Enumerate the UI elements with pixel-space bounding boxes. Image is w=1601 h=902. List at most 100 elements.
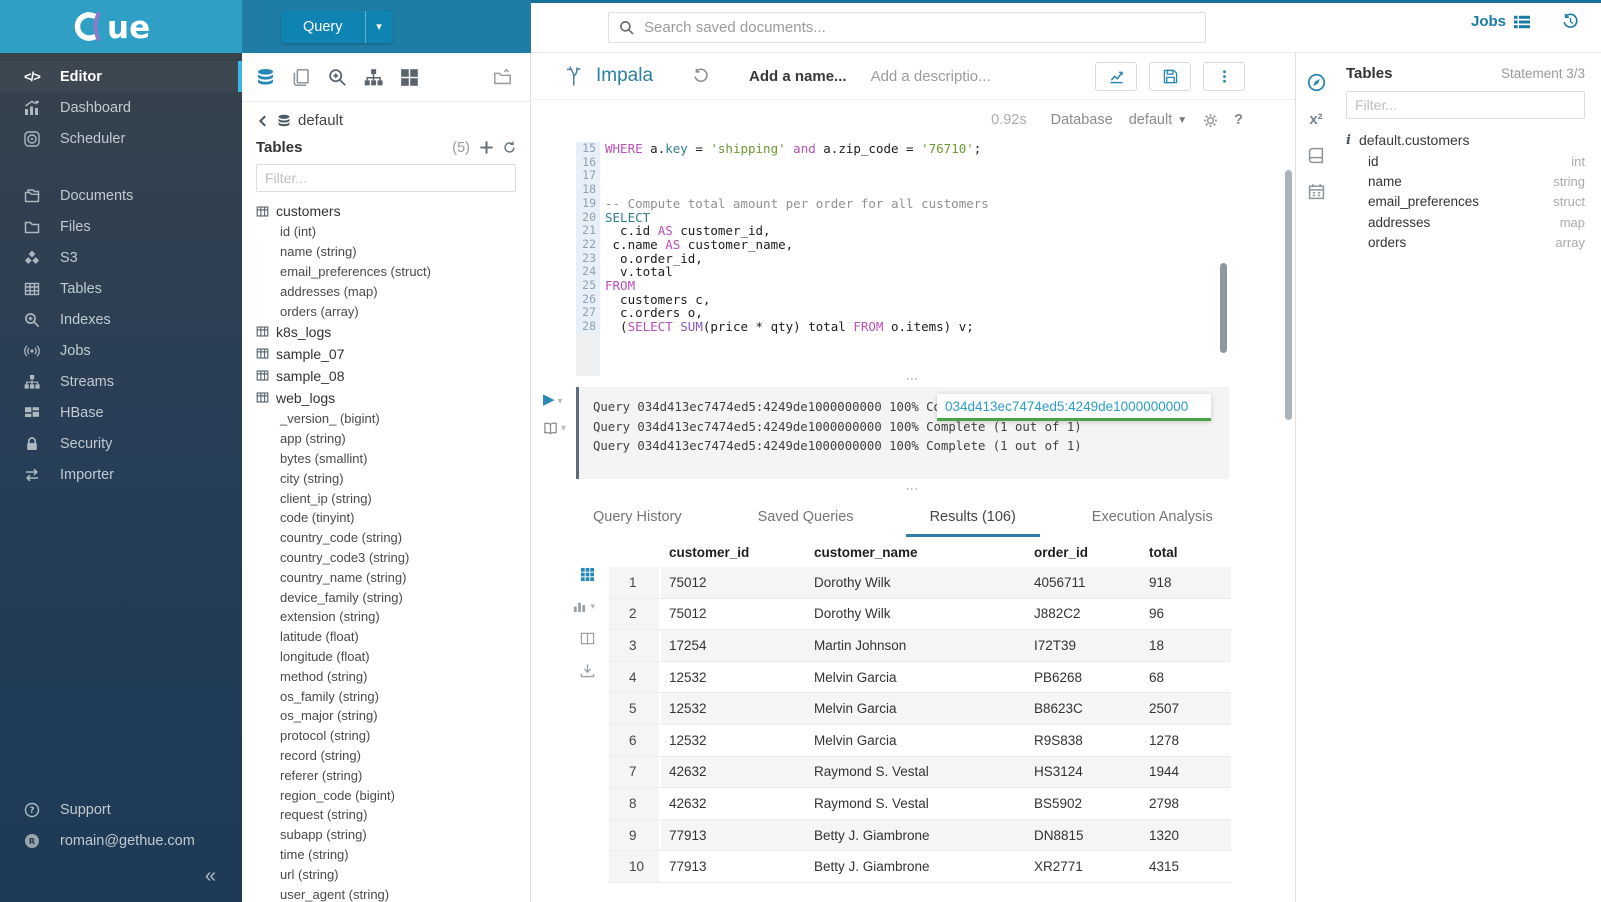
save-button[interactable] (1149, 61, 1191, 91)
assist-column[interactable]: country_name (string) (280, 569, 407, 585)
query-description-field[interactable]: Add a descriptio... (870, 67, 991, 85)
documents-source-icon[interactable] (292, 68, 311, 87)
panel-scrollbar[interactable] (1285, 170, 1292, 420)
assist-column[interactable]: name (string) (280, 244, 357, 260)
tab-query-history[interactable]: Query History (593, 509, 682, 525)
assist-column[interactable]: region_code (bigint) (280, 787, 395, 803)
field-orders[interactable]: orders array (1346, 232, 1585, 252)
assist-column[interactable]: bytes (smallint) (280, 450, 368, 466)
assist-column[interactable]: os_family (string) (280, 688, 379, 704)
database-selector[interactable]: default ▼ (1129, 112, 1187, 128)
hue-logo[interactable]: ue (0, 0, 242, 53)
databases-source-icon[interactable] (256, 68, 275, 87)
assist-column[interactable]: protocol (string) (280, 728, 371, 744)
assist-column[interactable]: os_major (string) (280, 708, 378, 724)
field-name[interactable]: name string (1346, 171, 1585, 191)
tab-execution-analysis[interactable]: Execution Analysis (1091, 509, 1213, 525)
assist-column[interactable]: method (string) (280, 668, 368, 684)
assist-column[interactable]: referer (string) (280, 767, 363, 783)
assist-table-customers[interactable]: customers (256, 200, 516, 222)
assist-column[interactable]: record (string) (280, 747, 361, 763)
sidebar-item-dashboard[interactable]: Dashboard (0, 92, 242, 123)
field-addresses[interactable]: addresses map (1346, 212, 1585, 232)
tab-saved-queries[interactable]: Saved Queries (757, 509, 854, 525)
column-header[interactable]: customer_name (814, 544, 918, 560)
refresh-icon[interactable] (503, 141, 516, 154)
back-chevron-icon[interactable] (256, 114, 270, 128)
assist-column[interactable]: email_preferences (struct) (280, 263, 431, 279)
query-id-tooltip[interactable]: 034d413ec7474ed5:4249de1000000000 (937, 394, 1211, 421)
assist-table-sample_08[interactable]: sample_08 (256, 365, 516, 387)
column-header[interactable]: customer_id (669, 544, 750, 560)
query-dropdown-caret[interactable]: ▾ (364, 10, 393, 43)
active-table-row[interactable]: i default.customers (1346, 129, 1585, 151)
query-name-field[interactable]: Add a name... (749, 67, 847, 85)
sidebar-item-indexes[interactable]: Indexes (0, 304, 242, 335)
assist-column[interactable]: user_agent (string) (280, 886, 390, 902)
assist-column[interactable]: subapp (string) (280, 827, 367, 843)
assist-table-sample_07[interactable]: sample_07 (256, 343, 516, 365)
assist-column[interactable]: extension (string) (280, 609, 380, 625)
assist-column[interactable]: country_code (string) (280, 530, 403, 546)
sidebar-item-editor[interactable]: </> Editor (0, 61, 242, 92)
sidebar-item-tables[interactable]: Tables (0, 273, 242, 304)
global-search[interactable] (608, 12, 1206, 43)
query-history-icon[interactable] (693, 68, 709, 84)
engine-name[interactable]: Impala (596, 65, 654, 86)
sidebar-item-hbase[interactable]: HBase (0, 397, 242, 428)
sidebar-item-files[interactable]: Files (0, 211, 242, 242)
sidebar-collapse-button[interactable]: « (204, 864, 216, 887)
execute-play-button[interactable]: ▶ (543, 391, 555, 408)
assist-column[interactable]: url (string) (280, 866, 339, 882)
download-results-icon[interactable] (580, 663, 595, 678)
field-email_preferences[interactable]: email_preferences struct (1346, 192, 1585, 212)
sidebar-item-s3[interactable]: S3 (0, 242, 242, 273)
database-name[interactable]: default (298, 112, 344, 129)
assist-column[interactable]: latitude (float) (280, 629, 359, 645)
assist-column[interactable]: city (string) (280, 470, 344, 486)
assist-column[interactable]: request (string) (280, 807, 368, 823)
logs-results-splitter[interactable]: ⋯ (905, 481, 921, 496)
chart-view-icon[interactable] (572, 599, 587, 614)
explain-controls[interactable]: ▾ (543, 421, 577, 436)
sitemap-source-icon[interactable] (364, 68, 383, 87)
chart-type-caret[interactable]: ▾ (590, 601, 595, 611)
assist-column[interactable]: longitude (float) (280, 648, 370, 664)
sidebar-item-documents[interactable]: Documents (0, 180, 242, 211)
explain-options-caret[interactable]: ▾ (561, 423, 567, 434)
query-button-label[interactable]: Query (303, 18, 343, 35)
editor-assistant-compass-icon[interactable] (1307, 73, 1326, 92)
functions-icon[interactable]: x² (1309, 111, 1323, 128)
sidebar-item-streams[interactable]: Streams (0, 366, 242, 397)
assist-table-k8s_logs[interactable]: k8s_logs (256, 321, 516, 343)
tab-results-106[interactable]: Results (106) (905, 499, 1041, 537)
sidebar-item-support[interactable]: ? Support (0, 794, 242, 825)
history-icon[interactable] (1562, 13, 1579, 30)
chart-button[interactable] (1095, 61, 1137, 91)
editor-logs-splitter[interactable]: ⋯ (905, 371, 921, 386)
editor-scrollbar[interactable] (1220, 263, 1227, 353)
schedule-calendar-icon[interactable] (1308, 183, 1325, 200)
help-icon[interactable]: ? (1234, 112, 1243, 128)
execute-options-caret[interactable]: ▾ (557, 396, 563, 407)
sidebar-item-importer[interactable]: Importer (0, 459, 242, 490)
column-header[interactable]: total (1149, 544, 1178, 560)
sidebar-item-scheduler[interactable]: Scheduler (0, 123, 242, 154)
more-actions-button[interactable] (1203, 61, 1245, 91)
assist-column[interactable]: device_family (string) (280, 589, 403, 605)
grid-view-icon[interactable] (580, 567, 595, 582)
jobs-link[interactable]: Jobs (1471, 13, 1530, 30)
assist-column[interactable]: country_code3 (string) (280, 549, 410, 565)
assist-column[interactable]: _version_ (bigint) (280, 411, 380, 427)
assist-column[interactable]: code (tinyint) (280, 510, 355, 526)
assist-column[interactable]: orders (array) (280, 303, 359, 319)
right-filter-input[interactable] (1346, 91, 1585, 119)
query-id-link[interactable]: 034d413ec7474ed5:4249de1000000000 (945, 398, 1189, 414)
field-id[interactable]: id int (1346, 151, 1585, 171)
language-reference-book-icon[interactable] (1308, 147, 1325, 164)
query-button[interactable]: Query ▾ (281, 10, 393, 43)
assist-table-web_logs[interactable]: web_logs (256, 387, 516, 409)
assist-column[interactable]: app (string) (280, 431, 346, 447)
assist-column[interactable]: client_ip (string) (280, 490, 372, 506)
settings-gear-icon[interactable] (1203, 113, 1218, 128)
